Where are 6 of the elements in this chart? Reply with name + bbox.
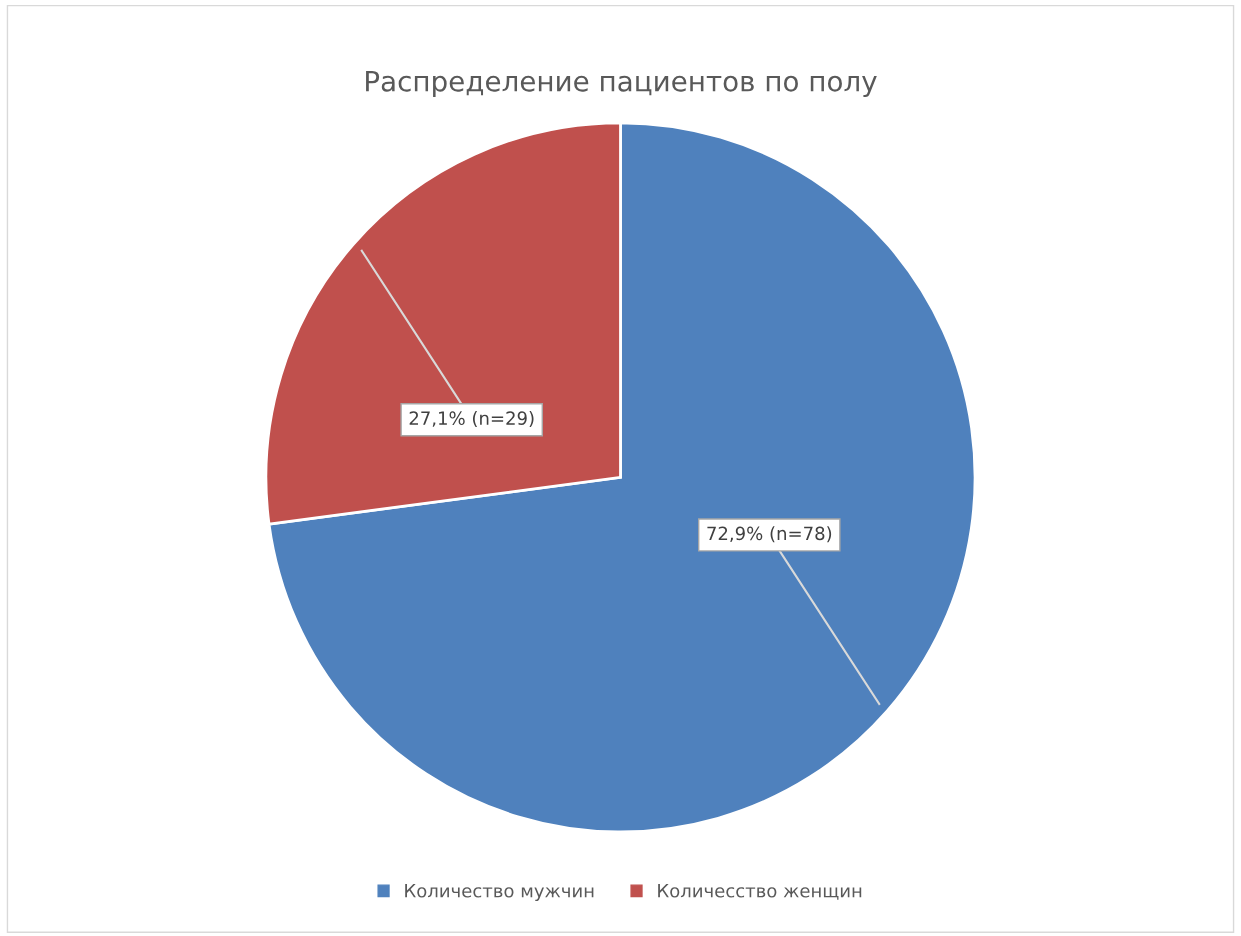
legend-label: Количесство женщин bbox=[658, 884, 862, 900]
data-label: 72,9% (n=78) bbox=[707, 526, 832, 543]
chart-title: Распределение пациентов по полу bbox=[366, 71, 877, 98]
pie-slice bbox=[267, 121, 977, 834]
data-label: 27,1% (n=29) bbox=[409, 411, 534, 428]
legend-label: Количество мужчин bbox=[405, 884, 594, 902]
